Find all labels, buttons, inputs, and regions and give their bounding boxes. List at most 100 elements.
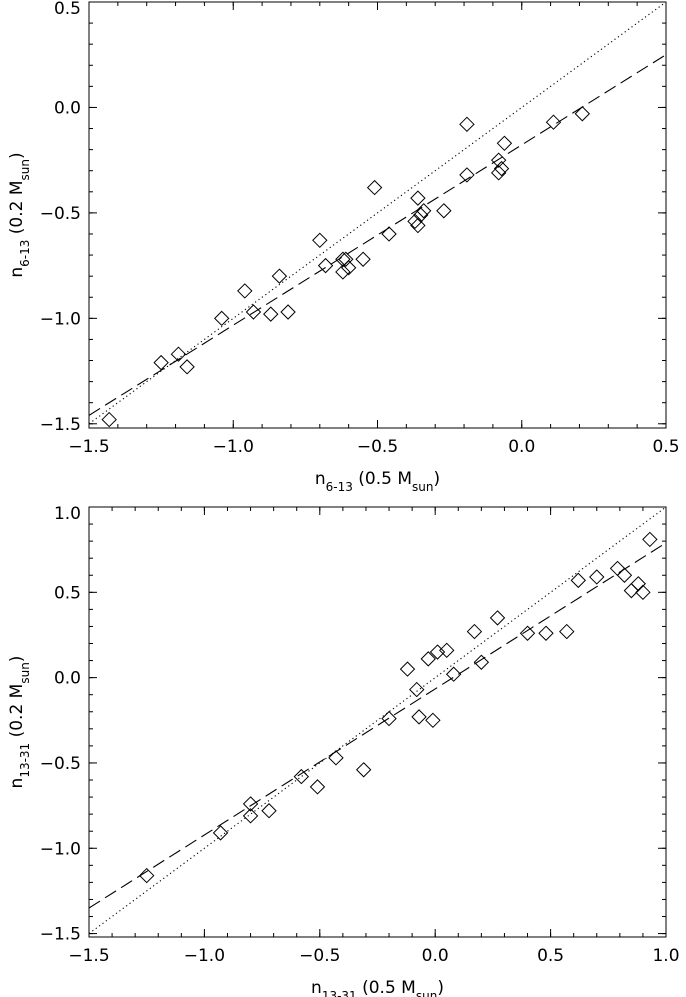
axis-label-base: n [315, 469, 326, 489]
axis-label-sub: 6-13 [18, 240, 32, 267]
y-tick-label: −0.5 [40, 754, 81, 774]
data-point-diamond [381, 710, 397, 727]
data-point-diamond [355, 251, 371, 267]
plot-frame [88, 506, 667, 938]
data-point-diamond [242, 808, 259, 824]
axis-label-base: n [7, 778, 27, 789]
axis-label-msub: sun [18, 662, 32, 683]
axis-label-mid: (0.2 M [7, 180, 27, 239]
data-point-diamond [153, 354, 169, 371]
y-axis-label: n6-13 (0.2 Msun) [7, 152, 32, 277]
y-tick-label: 0.5 [54, 583, 81, 603]
data-point-diamond [237, 283, 253, 299]
data-point-diamond [439, 642, 455, 659]
axis-label-sub: 13-31 [18, 743, 32, 778]
axis-label-base: n [311, 978, 322, 997]
data-point-diamond [271, 268, 288, 284]
data-point-diamond [545, 114, 562, 130]
x-tick-label: 0.5 [652, 437, 679, 457]
y-tick-label: −1.0 [40, 309, 81, 329]
x-tick-label: 0.0 [422, 946, 449, 966]
data-point-diamond [410, 190, 426, 206]
y-axis-label: n13-31 (0.2 Msun) [7, 656, 32, 789]
data-point-diamond [574, 106, 591, 122]
data-point-diamond [589, 569, 605, 585]
data-point-diamond [340, 260, 357, 276]
axis-label-end: ) [437, 978, 444, 997]
y-tick-label: −1.0 [40, 839, 81, 859]
y-tick-label: 0.0 [54, 98, 81, 118]
axis-label-end: ) [7, 656, 27, 663]
data-point-diamond [261, 803, 277, 819]
data-point-diamond [366, 179, 383, 196]
data-point-diamond [493, 160, 510, 177]
data-point-diamond [293, 768, 310, 785]
y-tick-label: 1.0 [54, 504, 81, 524]
axis-label-mid: (0.5 M [353, 469, 412, 489]
data-point-diamond [411, 709, 427, 725]
data-point-diamond [519, 625, 536, 641]
plot-frame [88, 1, 667, 429]
axis-label-end: ) [434, 469, 441, 489]
axis-label-end: ) [7, 152, 27, 159]
data-point-diamond [459, 116, 475, 133]
data-point-diamond [328, 750, 344, 766]
y-tick-label: −1.5 [40, 925, 81, 945]
axis-label-sub: 13-31 [322, 989, 357, 997]
data-point-diamond [570, 572, 587, 589]
data-point-diamond [436, 203, 452, 219]
axis-label-mid: (0.2 M [7, 684, 27, 743]
data-point-diamond [138, 867, 155, 884]
x-tick-label: −1.5 [68, 946, 109, 966]
data-point-diamond [559, 623, 575, 640]
dashed-fit-line [89, 542, 666, 909]
data-point-diamond [312, 232, 328, 249]
data-point-diamond [630, 576, 647, 592]
axis-label-sub: 6-13 [326, 480, 353, 494]
dotted-fit-line [89, 2, 666, 425]
y-tick-label: 0.0 [54, 669, 81, 689]
data-point-diamond [415, 203, 432, 219]
x-tick-label: −1.0 [184, 946, 225, 966]
data-point-diamond [410, 217, 426, 234]
data-point-diamond [538, 625, 554, 641]
data-point-diamond [170, 346, 187, 362]
data-point-diamond [245, 304, 262, 320]
data-point-diamond [623, 582, 640, 599]
top-scatter-panel: −1.5 −1.0 −0.5 0.0 0.5−1.5−1.0−0.50.00.5n6-1… [7, 0, 680, 494]
data-point-diamond [466, 623, 483, 640]
data-point-diamond [490, 152, 507, 168]
x-axis-label: n6-13 (0.5 Msun) [315, 469, 440, 494]
data-point-diamond [459, 167, 475, 183]
data-point-diamond [338, 251, 354, 267]
y-tick-label: 0.5 [54, 0, 81, 19]
data-point-diamond [355, 762, 372, 778]
bottom-scatter-panel: −1.5 −1.0 −0.5 0.0 0.5 1.0 −1.5 −1.0 −0.5 0.0 0.5 1… [7, 504, 680, 997]
x-tick-label: 1.0 [652, 946, 679, 966]
x-tick-label: −1.5 [68, 437, 109, 457]
data-point-diamond [489, 610, 506, 626]
data-point-diamond [496, 135, 513, 152]
data-point-diamond [335, 264, 351, 280]
data-point-diamond [101, 411, 117, 428]
data-point-diamond [179, 359, 195, 375]
data-point-diamond [214, 310, 230, 327]
dotted-fit-line [89, 507, 666, 935]
data-point-diamond [309, 779, 326, 795]
data-point-diamond [407, 213, 423, 230]
data-point-diamond [490, 165, 507, 181]
data-point-diamond [420, 651, 436, 667]
axis-label-msub: sun [18, 159, 32, 180]
x-tick-label: −1.0 [213, 437, 254, 457]
data-point-diamond [263, 306, 279, 322]
dashed-fit-line [89, 54, 666, 416]
axis-label-msub: sun [412, 480, 433, 494]
data-point-diamond [635, 584, 651, 601]
data-point-diamond [381, 226, 397, 242]
x-axis-label: n13-31 (0.5 Msun) [311, 978, 444, 997]
y-tick-label: −0.5 [40, 204, 81, 224]
data-point-diamond [242, 796, 259, 812]
data-point-diamond [609, 560, 626, 577]
x-tick-label: 0.0 [508, 437, 535, 457]
data-point-diamond [473, 654, 490, 670]
